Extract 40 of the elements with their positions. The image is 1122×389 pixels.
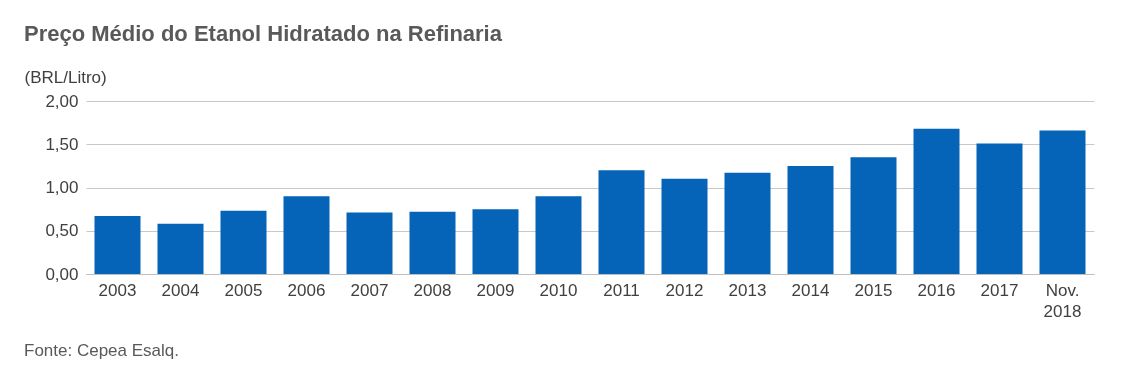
x-tick-label: 2010 <box>539 280 578 300</box>
bar <box>598 170 645 274</box>
bar <box>661 178 708 274</box>
bar <box>1039 130 1086 274</box>
x-tick-label: 2015 <box>854 280 893 300</box>
x-tick-label: 2007 <box>350 280 389 300</box>
bar <box>283 196 330 274</box>
bar <box>913 128 960 274</box>
y-tick-label: 0,00 <box>45 264 79 284</box>
bar <box>535 196 582 274</box>
x-tick-label: 2013 <box>728 280 767 300</box>
bar <box>850 157 897 274</box>
bar <box>472 209 519 274</box>
bar <box>409 211 456 274</box>
x-tick-label: 2004 <box>161 280 200 300</box>
x-tick-label: 2017 <box>980 280 1019 300</box>
y-tick-label: 1,50 <box>45 134 79 154</box>
bar <box>94 216 141 274</box>
x-tick-label: 2012 <box>665 280 704 300</box>
x-tick-label: 2003 <box>98 280 137 300</box>
bar <box>976 143 1023 274</box>
y-tick-label: 2,00 <box>45 91 79 111</box>
chart-title: Preço Médio do Etanol Hidratado na Refinaria <box>24 21 503 46</box>
x-tick-label: 2014 <box>791 280 830 300</box>
y-tick-label: 0,50 <box>45 221 79 241</box>
x-tick-label: 2005 <box>224 280 263 300</box>
bar <box>157 223 204 274</box>
bar <box>724 172 771 274</box>
x-tick-label: 2006 <box>287 280 326 300</box>
y-tick-label: 1,00 <box>45 178 79 197</box>
x-tick-label: Nov. 2018 <box>1043 280 1082 321</box>
y-axis-title: (BRL/Litro) <box>24 67 107 87</box>
bar <box>787 165 834 274</box>
bar <box>346 212 393 274</box>
x-tick-label: 2009 <box>476 280 515 300</box>
x-tick-label: 2016 <box>917 280 956 300</box>
source-note: Fonte: Cepea Esalq. <box>24 341 179 360</box>
x-tick-label: 2011 <box>603 280 640 300</box>
bar <box>220 210 267 274</box>
x-tick-label: 2008 <box>413 280 452 300</box>
